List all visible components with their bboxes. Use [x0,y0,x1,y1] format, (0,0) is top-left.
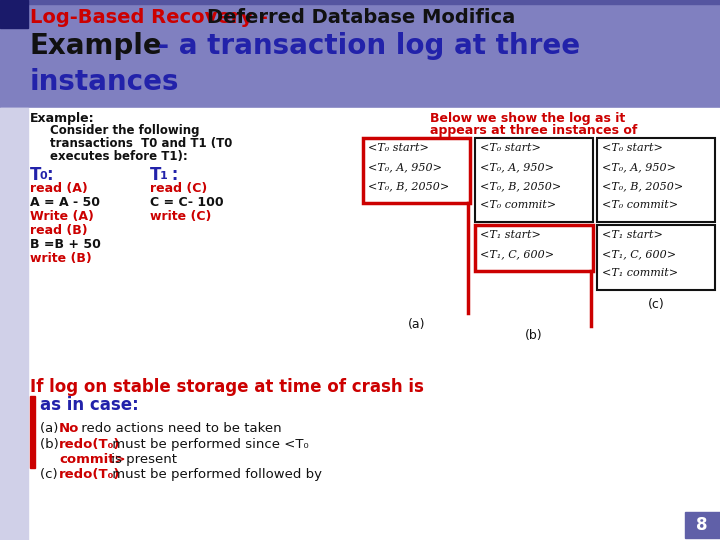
Text: Write (A): Write (A) [30,210,94,223]
Text: <T₀ commit>: <T₀ commit> [480,200,556,210]
Text: (c): (c) [40,468,62,481]
Text: Deferred Database Modifica: Deferred Database Modifica [207,8,516,27]
Text: read (C): read (C) [150,182,207,195]
Text: read (A): read (A) [30,182,88,195]
Text: redo(T₀): redo(T₀) [59,468,120,481]
Text: (a): (a) [40,422,63,435]
Text: as in case:: as in case: [40,396,139,414]
Text: must be performed followed by: must be performed followed by [108,468,322,481]
Text: Below we show the log as it: Below we show the log as it [430,112,625,125]
Text: <T₀ commit>: <T₀ commit> [602,200,678,210]
Text: (b): (b) [525,329,543,342]
Bar [0,0,28,28]
Text: transactions  T0 and T1 (T0: transactions T0 and T1 (T0 [50,137,233,150]
Bar [597,138,715,222]
Text: 1: 1 [160,171,168,181]
Text: B =B + 50: B =B + 50 [30,238,101,251]
Bar [0,0,720,4]
Text: <T₁ start>: <T₁ start> [480,230,541,240]
Text: appears at three instances of: appears at three instances of [430,124,637,137]
Text: redo(T₀): redo(T₀) [59,438,120,451]
Bar [0,0,720,108]
Text: (c): (c) [647,298,665,311]
Text: T: T [150,166,161,184]
Text: (b): (b) [40,438,63,451]
Text: commit>: commit> [59,453,125,466]
Text: executes before T1):: executes before T1): [50,150,188,163]
Text: No: No [59,422,79,435]
Text: write (B): write (B) [30,252,91,265]
Text: If log on stable storage at time of crash is: If log on stable storage at time of cras… [30,378,424,396]
Bar [597,225,715,290]
Text: :: : [166,166,179,184]
Text: A = A - 50: A = A - 50 [30,196,100,209]
Text: Consider the following: Consider the following [50,124,199,137]
Text: <T₀ start>: <T₀ start> [480,143,541,153]
Text: <T₀, B, 2050>: <T₀, B, 2050> [602,181,683,191]
Text: redo actions need to be taken: redo actions need to be taken [77,422,282,435]
Bar [475,225,593,271]
Text: write (C): write (C) [150,210,212,223]
Text: read (B): read (B) [30,224,88,237]
Text: Log-Based Recovery -: Log-Based Recovery - [30,8,274,27]
Bar [0,108,720,540]
Text: <T₀, A, 950>: <T₀, A, 950> [480,162,554,172]
Bar [0,108,28,540]
Text: Example:: Example: [30,112,94,125]
Text: :: : [46,166,53,184]
Text: <T₁ commit>: <T₁ commit> [602,268,678,278]
Text: <T₀, B, 2050>: <T₀, B, 2050> [480,181,562,191]
Text: <T₁ start>: <T₁ start> [602,230,663,240]
Text: <T₁, C, 600>: <T₁, C, 600> [602,249,676,259]
Text: (a): (a) [408,318,426,331]
Text: instances: instances [30,68,179,96]
Text: Example: Example [30,32,163,60]
Text: 0: 0 [40,171,48,181]
Text: <T₀ start>: <T₀ start> [368,143,429,153]
Text: <T₀, A, 950>: <T₀, A, 950> [602,162,676,172]
Text: C = C- 100: C = C- 100 [150,196,224,209]
Text: is present: is present [107,453,177,466]
Bar [363,138,470,203]
Bar [685,512,720,538]
Text: must be performed since <T₀: must be performed since <T₀ [108,438,309,451]
Text: <T₀, A, 950>: <T₀, A, 950> [368,162,442,172]
Text: T: T [30,166,41,184]
Text: 8: 8 [696,516,708,534]
Text: <T₁, C, 600>: <T₁, C, 600> [480,249,554,259]
Text: <T₀ start>: <T₀ start> [602,143,663,153]
Bar [30,396,35,468]
Bar [475,138,593,222]
Text: - a transaction log at three: - a transaction log at three [148,32,580,60]
Text: <T₀, B, 2050>: <T₀, B, 2050> [368,181,449,191]
